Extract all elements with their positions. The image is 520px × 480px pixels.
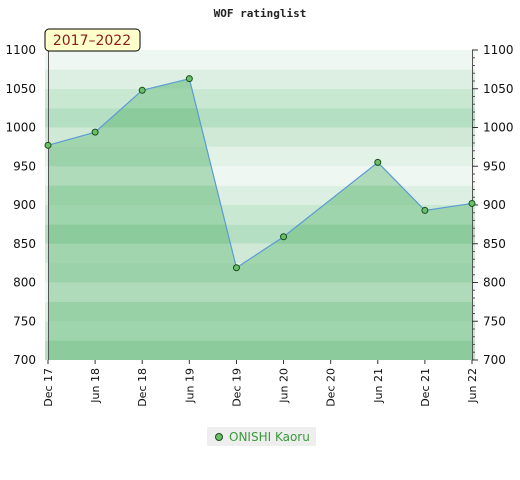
y-tick-label-right: 1000 (483, 121, 514, 135)
y-tick-label-right: 1050 (483, 82, 514, 96)
x-tick-label: Jun 19 (183, 368, 196, 404)
y-tick-label-right: 850 (483, 237, 506, 251)
data-point[interactable] (280, 233, 288, 241)
x-axis-ticks: Dec 17 Jun 18 Dec 18 Jun 19 Dec 19 Jun 20 Dec … (42, 360, 479, 407)
data-point[interactable] (468, 199, 476, 207)
x-tick-label: Jun 20 (278, 368, 291, 404)
data-points (44, 75, 476, 272)
y-tick-label-right: 800 (483, 276, 506, 290)
data-point[interactable] (138, 86, 146, 94)
data-point[interactable] (374, 158, 382, 166)
y-tick-label-left: 850 (13, 237, 36, 251)
data-point[interactable] (232, 264, 240, 272)
y-tick-label-right: 900 (483, 198, 506, 212)
y-tick-label-left: 1000 (5, 121, 36, 135)
y-tick-label-left: 1100 (5, 43, 36, 57)
x-tick-label: Dec 18 (136, 368, 149, 407)
y-axis-ticks: 700 700 750 750 800 800 850 850 900 900 950 950 1000… (5, 43, 513, 367)
x-tick-label: Jun 18 (89, 368, 102, 404)
y-tick-label-right: 750 (483, 314, 506, 328)
chart-title: WOF ratinglist (214, 7, 307, 20)
y-tick-label-right: 1100 (483, 43, 514, 57)
series-area (48, 78, 472, 361)
y-tick-label-left: 700 (13, 353, 36, 367)
period-badge: 2017–2022 (44, 28, 141, 52)
y-tick-label-left: 800 (13, 276, 36, 290)
y-tick-label-left: 750 (13, 314, 36, 328)
legend-label: ONISHI Kaoru (229, 429, 310, 444)
grid-band (45, 50, 475, 70)
y-tick-label-left: 950 (13, 159, 36, 173)
period-badge-text: 2017–2022 (53, 33, 131, 49)
grid-band (45, 88, 475, 109)
grid-band (45, 69, 475, 89)
x-tick-label: Dec 17 (42, 368, 55, 407)
y-tick-label-left: 900 (13, 198, 36, 212)
area-stripe (48, 301, 472, 322)
y-tick-label-right: 950 (483, 159, 506, 173)
y-tick-label-left: 1050 (5, 82, 36, 96)
x-tick-label: Jun 21 (372, 368, 385, 404)
x-tick-label: Jun 22 (466, 368, 479, 404)
x-tick-label: Dec 19 (230, 368, 243, 407)
data-point[interactable] (185, 75, 193, 83)
x-tick-label: Dec 20 (325, 368, 338, 407)
area-stripe (48, 340, 472, 360)
legend-marker-icon (215, 432, 223, 441)
area-stripe (48, 263, 472, 283)
data-point[interactable] (421, 206, 429, 214)
y-tick-label-right: 700 (483, 353, 506, 367)
data-point[interactable] (91, 128, 99, 136)
legend[interactable]: ONISHI Kaoru (207, 427, 316, 446)
x-tick-label: Dec 21 (419, 368, 432, 407)
data-point[interactable] (44, 141, 52, 149)
